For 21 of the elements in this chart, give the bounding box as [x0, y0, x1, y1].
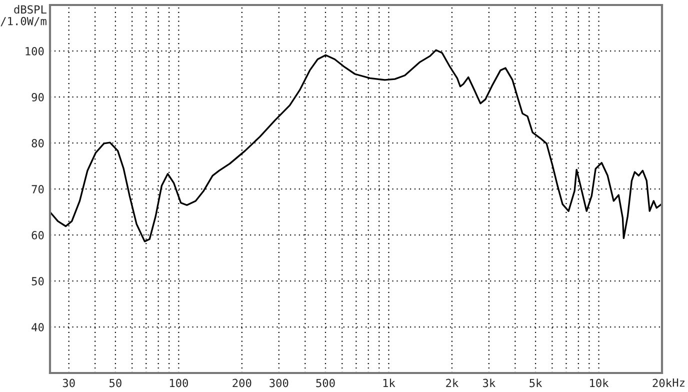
x-tick-label: 3k — [482, 378, 496, 388]
x-tick-label: 10k — [590, 378, 609, 388]
y-tick-label: 80 — [32, 139, 44, 148]
x-tick-label: 2k — [446, 378, 458, 388]
y-tick-label: 70 — [32, 185, 44, 194]
x-tick-label: 5k — [530, 378, 542, 388]
y-tick-label: 60 — [32, 231, 44, 240]
y-tick-label: 40 — [32, 323, 44, 332]
y-tick-label: 50 — [32, 277, 44, 286]
x-tick-label: 100 — [170, 378, 188, 388]
x-axis-title: Hz — [672, 378, 684, 387]
x-tick-label: 500 — [316, 378, 335, 388]
y-tick-label: 100 — [26, 47, 44, 56]
x-tick-label: 30 — [62, 378, 75, 388]
x-tick-label: 20k — [652, 378, 672, 388]
x-tick-label: 50 — [110, 378, 122, 388]
x-tick-label: 300 — [270, 378, 288, 388]
y-axis-title: dBSPL /1.0W/m — [0, 5, 46, 26]
x-tick-label: 200 — [232, 378, 252, 388]
x-tick-label: 1k — [383, 378, 396, 388]
y-tick-label: 90 — [32, 93, 44, 102]
